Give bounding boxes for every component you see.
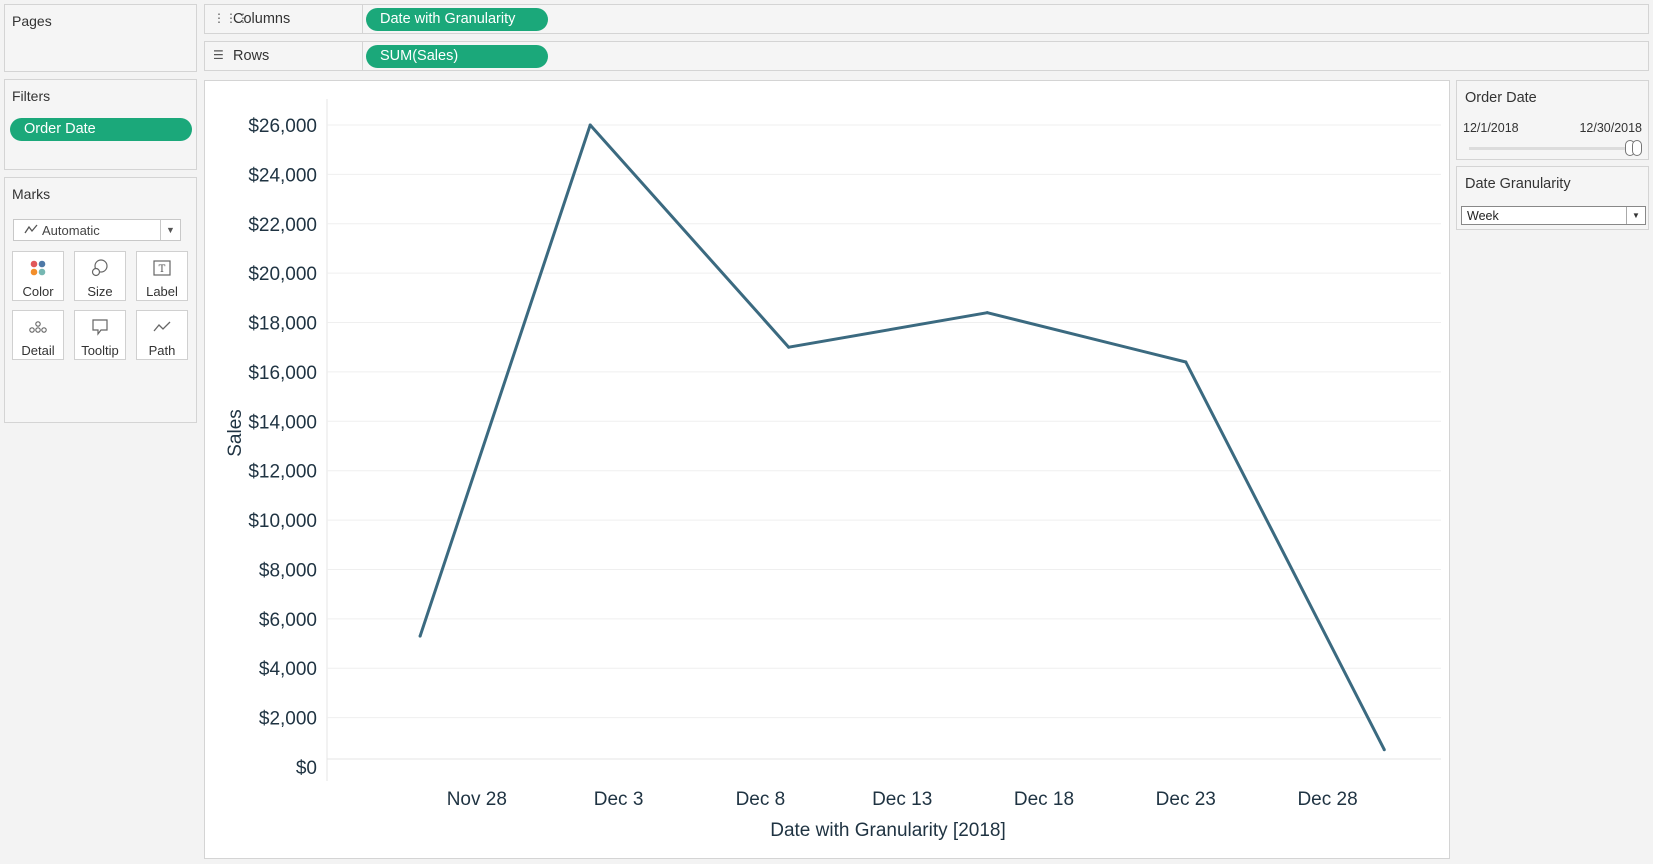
- data-point: [1382, 748, 1386, 752]
- size-label: Size: [87, 284, 113, 299]
- detail-button[interactable]: Detail: [12, 310, 64, 360]
- rows-label: Rows: [233, 48, 270, 64]
- marks-panel: Marks Automatic ▼ Color Size T Label Det…: [4, 177, 197, 423]
- mark-type-value: Automatic: [42, 223, 100, 238]
- label-button[interactable]: T Label: [136, 251, 188, 301]
- y-tick-label: $26,000: [248, 116, 317, 137]
- columns-label: Columns: [233, 11, 291, 27]
- line-chart: $0 $2,000 $4,000 $6,000 $8,000 $10,000 $12,000…: [225, 99, 1441, 841]
- label-icon: T: [137, 257, 187, 279]
- detail-icon: [13, 316, 63, 338]
- y-tick-label: $12,000: [248, 462, 317, 483]
- chevron-down-icon[interactable]: ▼: [1626, 207, 1645, 224]
- y-tick-label: $8,000: [259, 560, 317, 581]
- date-range-slider[interactable]: [1469, 147, 1629, 150]
- data-point: [418, 634, 422, 638]
- tooltip-label: Tooltip: [81, 343, 119, 358]
- x-tick-label: Dec 3: [594, 789, 644, 810]
- marks-title: Marks: [12, 186, 51, 202]
- data-point: [588, 123, 592, 127]
- chart-area: $0 $2,000 $4,000 $6,000 $8,000 $10,000 $12,000…: [204, 80, 1450, 859]
- rows-pill[interactable]: SUM(Sales): [366, 45, 548, 68]
- order-date-start: 12/1/2018: [1463, 121, 1519, 135]
- color-label: Color: [22, 284, 54, 299]
- data-point: [1184, 360, 1188, 364]
- tooltip-icon: [75, 316, 125, 338]
- y-tick-label: $16,000: [248, 363, 317, 384]
- detail-label: Detail: [21, 343, 55, 358]
- y-tick-label: $20,000: [248, 264, 317, 285]
- order-date-filter-title: Order Date: [1465, 90, 1537, 106]
- y-axis-title: Sales: [225, 409, 246, 457]
- y-tick-label: $18,000: [248, 314, 317, 335]
- date-granularity-value: Week: [1467, 209, 1499, 223]
- chevron-down-icon[interactable]: ▼: [160, 220, 180, 240]
- rows-shelf[interactable]: ☰ Rows SUM(Sales): [204, 41, 1649, 71]
- order-date-filter-card: Order Date 12/1/2018 12/30/2018: [1456, 80, 1649, 160]
- y-tick-label: $22,000: [248, 215, 317, 236]
- path-label: Path: [148, 343, 176, 358]
- x-tick-label: Nov 28: [447, 789, 507, 810]
- x-axis-title: Date with Granularity [2018]: [770, 820, 1006, 841]
- y-tick-label: $10,000: [248, 511, 317, 532]
- tooltip-button[interactable]: Tooltip: [74, 310, 126, 360]
- filter-pill-order-date[interactable]: Order Date: [10, 118, 192, 141]
- pages-title: Pages: [12, 13, 52, 29]
- color-button[interactable]: Color: [12, 251, 64, 301]
- x-tick-label: Dec 13: [872, 789, 932, 810]
- columns-icon: ⋮⋮⋮: [213, 11, 249, 25]
- size-button[interactable]: Size: [74, 251, 126, 301]
- date-granularity-title: Date Granularity: [1465, 176, 1571, 192]
- size-icon: [75, 257, 125, 279]
- y-tick-label: $0: [296, 758, 317, 779]
- sales-line: [418, 123, 1386, 751]
- svg-text:T: T: [159, 264, 166, 275]
- filters-panel: Filters Order Date: [4, 79, 197, 170]
- data-point: [787, 345, 791, 349]
- slider-handle-end[interactable]: [1632, 140, 1642, 156]
- date-granularity-dropdown[interactable]: Week ▼: [1461, 206, 1646, 225]
- path-button[interactable]: Path: [136, 310, 188, 360]
- line-mark-icon: [24, 222, 38, 239]
- path-icon: [137, 316, 187, 338]
- x-tick-label: Dec 28: [1297, 789, 1357, 810]
- mark-type-dropdown[interactable]: Automatic ▼: [13, 219, 181, 241]
- y-tick-label: $24,000: [248, 165, 317, 186]
- data-point: [985, 311, 989, 315]
- y-tick-label: $4,000: [259, 659, 317, 680]
- x-tick-label: Dec 18: [1014, 789, 1074, 810]
- rows-shelf-label: ☰ Rows: [205, 42, 363, 70]
- rows-icon: ☰: [213, 48, 224, 62]
- date-granularity-card: Date Granularity Week ▼: [1456, 166, 1649, 230]
- x-tick-label: Dec 23: [1156, 789, 1216, 810]
- color-icon: [13, 257, 63, 279]
- label-label: Label: [146, 284, 178, 299]
- y-tick-label: $2,000: [259, 709, 317, 730]
- columns-pill[interactable]: Date with Granularity: [366, 8, 548, 31]
- x-tick-label: Dec 8: [736, 789, 786, 810]
- pages-panel: Pages: [4, 4, 197, 72]
- columns-shelf[interactable]: ⋮⋮⋮ Columns Date with Granularity: [204, 4, 1649, 34]
- filters-title: Filters: [12, 88, 51, 104]
- columns-shelf-label: ⋮⋮⋮ Columns: [205, 5, 363, 33]
- y-tick-label: $6,000: [259, 610, 317, 631]
- y-tick-label: $14,000: [248, 412, 317, 433]
- order-date-end: 12/30/2018: [1579, 121, 1642, 135]
